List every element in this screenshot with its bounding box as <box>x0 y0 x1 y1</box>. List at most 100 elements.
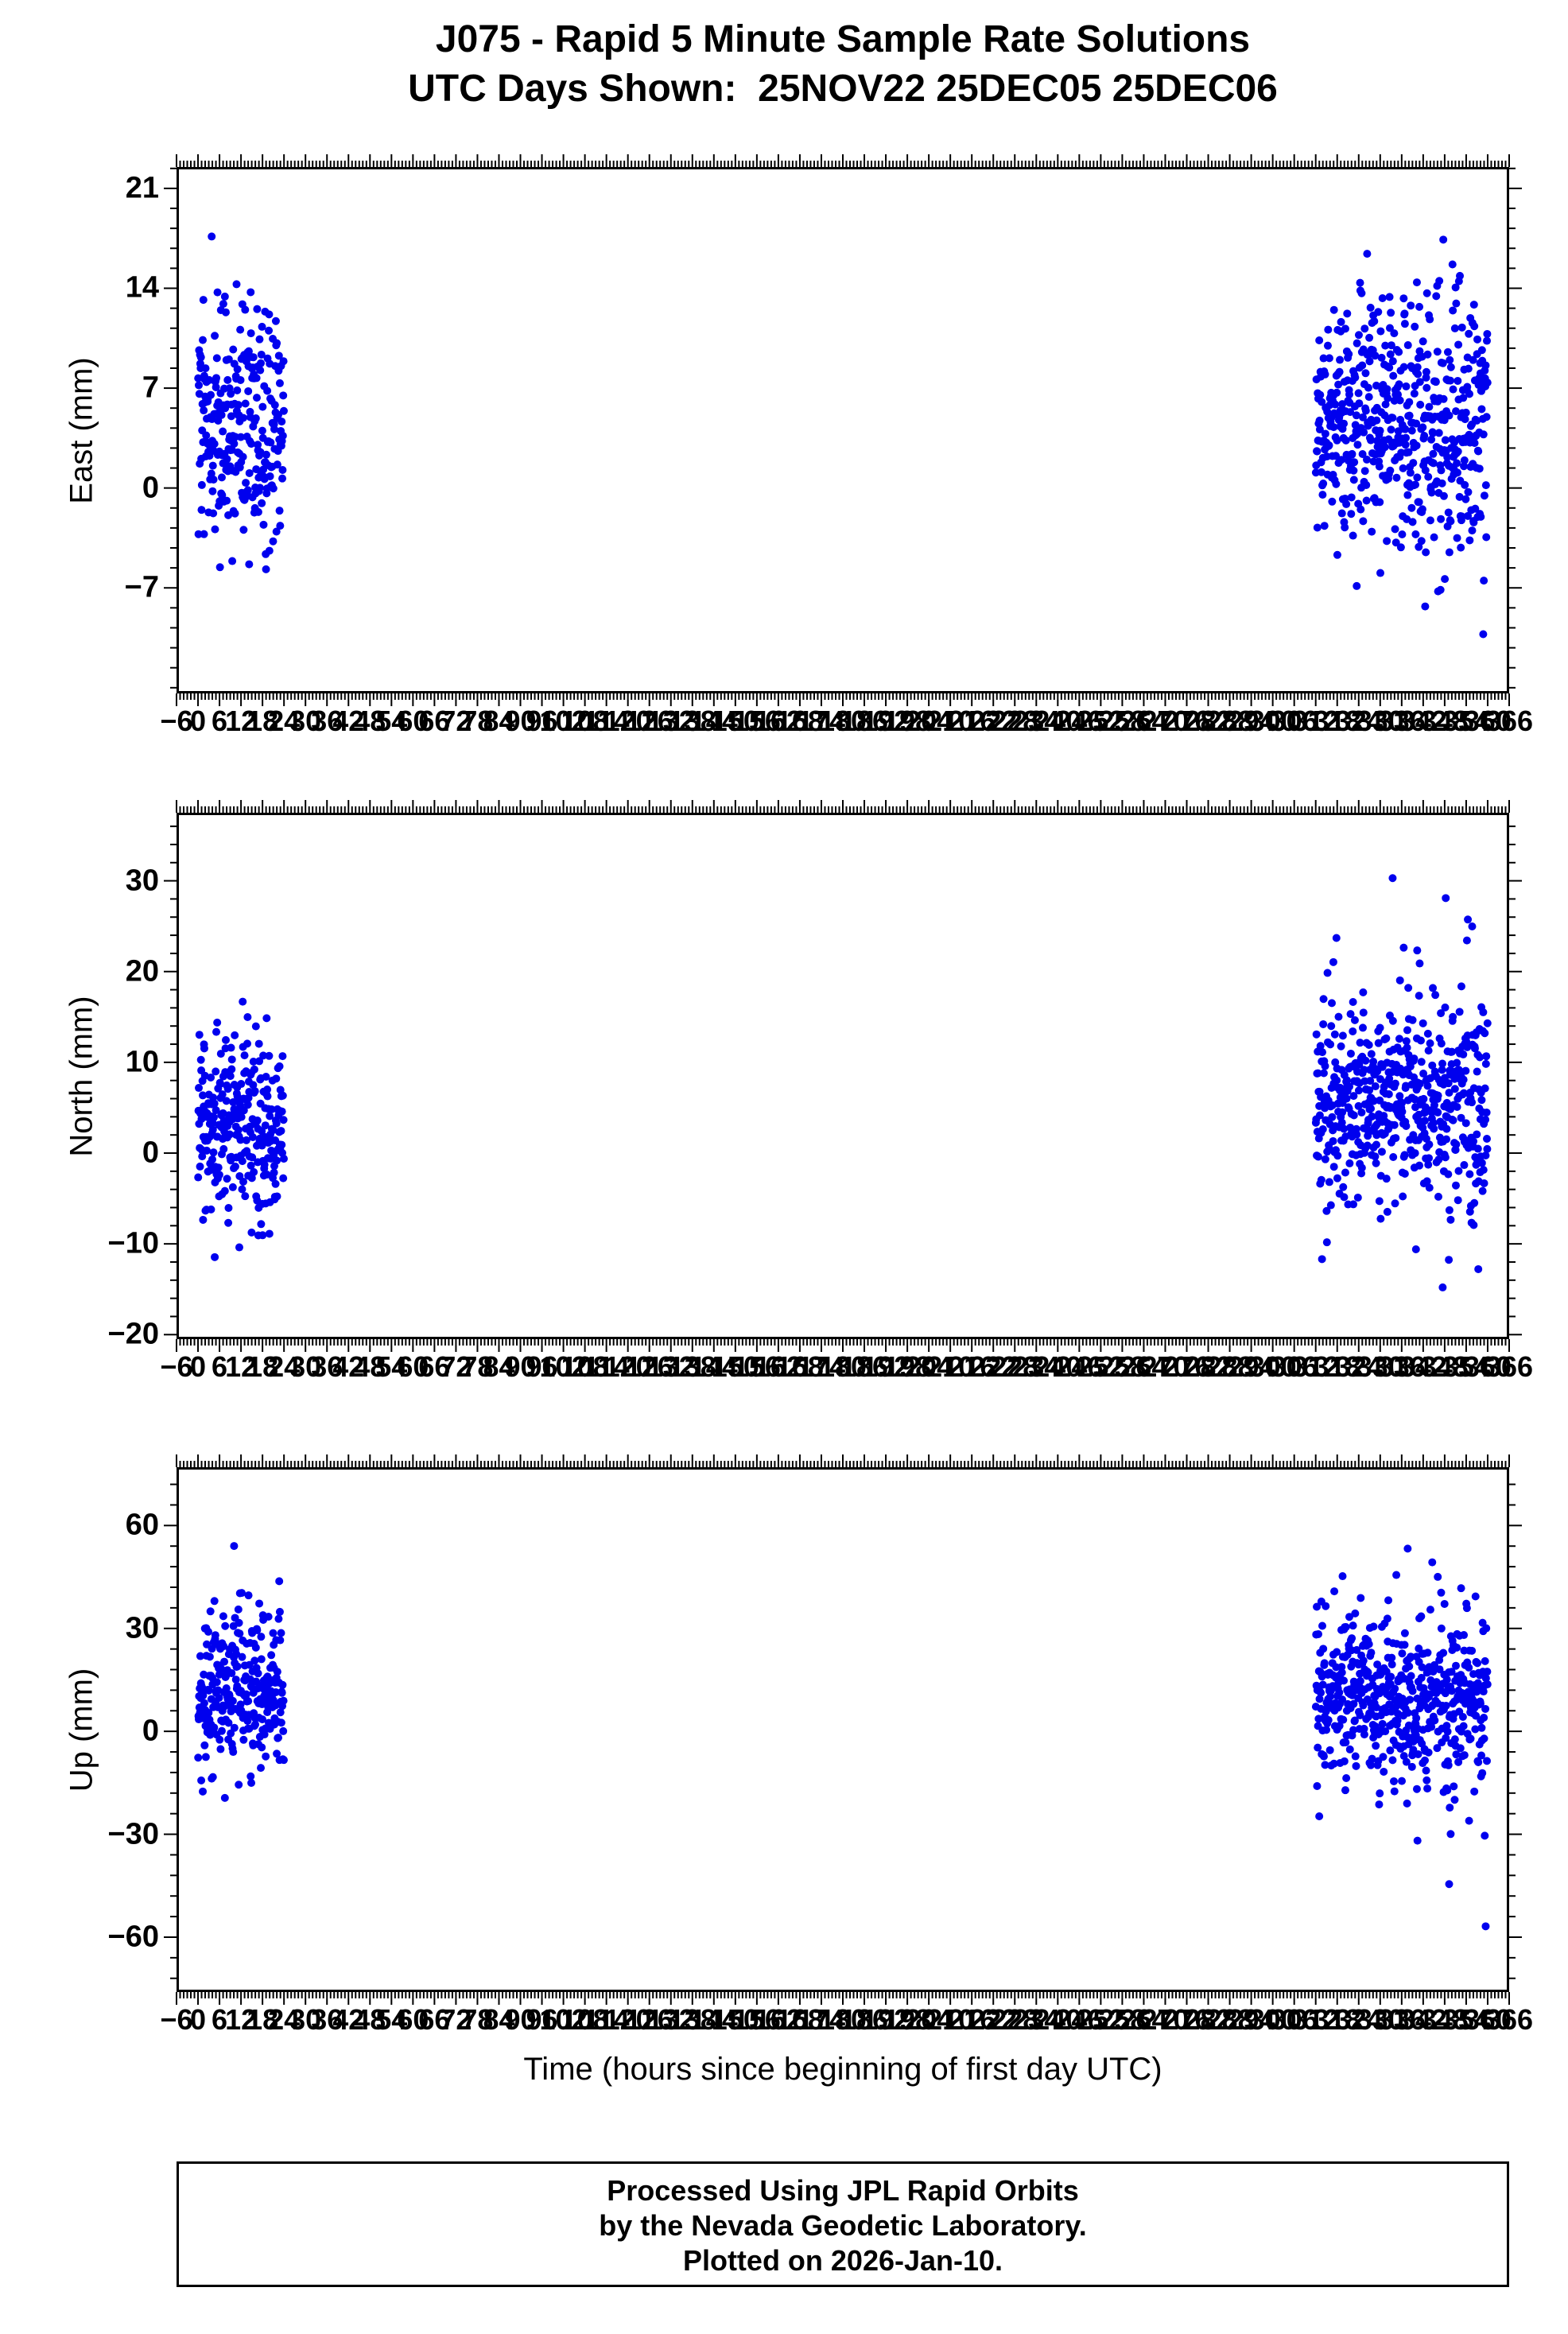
x-tick-label: 150 <box>711 705 759 737</box>
x-tick-label: 222 <box>969 2003 1018 2036</box>
x-tick-label: 156 <box>732 2003 781 2036</box>
x-tick-label: 150 <box>711 2003 759 2036</box>
x-tick-label: 228 <box>991 2003 1039 2036</box>
x-tick-label: 168 <box>775 2003 824 2036</box>
x-tick-label: 306 <box>1270 705 1318 737</box>
x-tick-label: 60 <box>397 2003 429 2036</box>
x-tick-label: 360 <box>1463 1350 1512 1383</box>
x-tick-label: 96 <box>526 2003 558 2036</box>
x-tick-label: 228 <box>991 1350 1039 1383</box>
x-tick-label: 72 <box>440 2003 472 2036</box>
x-tick-label: 84 <box>483 1350 515 1383</box>
x-tick-label: 66 <box>418 1350 451 1383</box>
x-tick-label: 72 <box>440 705 472 737</box>
y-tick-label: 30 <box>125 864 159 898</box>
x-tick-label: 114 <box>583 2003 630 2036</box>
y-tick-label: 10 <box>125 1045 159 1079</box>
x-tick-label: −6 <box>160 705 193 737</box>
x-tick-label: 282 <box>1184 2003 1232 2036</box>
y-tick-label: 0 <box>142 1714 159 1748</box>
x-tick-label: 54 <box>375 705 408 737</box>
x-tick-label: 168 <box>775 705 824 737</box>
x-tick-label: 174 <box>797 705 845 737</box>
x-tick-label: 186 <box>840 2003 889 2036</box>
x-tick-label: 288 <box>1205 705 1254 737</box>
x-tick-label: 36 <box>311 705 343 737</box>
x-tick-label: 192 <box>862 2003 910 2036</box>
y-tick-label: −20 <box>107 1317 159 1351</box>
x-tick-label: 138 <box>668 705 716 737</box>
y-tick-label: 60 <box>125 1508 159 1542</box>
x-tick-label: 312 <box>1291 1350 1340 1383</box>
x-tick-label: 276 <box>1162 1350 1211 1383</box>
x-tick-label: 30 <box>289 2003 322 2036</box>
scatter-plot-north <box>164 800 1522 1352</box>
x-tick-label: 144 <box>689 1350 738 1383</box>
x-tick-label: 282 <box>1184 1350 1232 1383</box>
x-tick-label: 162 <box>754 2003 802 2036</box>
x-tick-label: 72 <box>440 1350 472 1383</box>
x-tick-label: 336 <box>1377 2003 1426 2036</box>
x-tick-label: 276 <box>1162 2003 1211 2036</box>
x-tick-label: 270 <box>1141 2003 1190 2036</box>
x-tick-label: 156 <box>732 1350 781 1383</box>
x-tick-label: 366 <box>1485 1350 1534 1383</box>
x-tick-label: 174 <box>797 1350 845 1383</box>
x-tick-label: 336 <box>1377 705 1426 737</box>
x-tick-label: 42 <box>332 705 365 737</box>
x-tick-label: 246 <box>1055 2003 1104 2036</box>
footer-line1: Processed Using JPL Rapid Orbits <box>607 2174 1079 2207</box>
x-tick-label: 12 <box>225 705 258 737</box>
x-tick-label: 186 <box>840 1350 889 1383</box>
x-tick-label: 132 <box>646 705 695 737</box>
x-tick-label: 366 <box>1485 2003 1534 2036</box>
x-tick-label: 198 <box>883 2003 932 2036</box>
x-tick-label: 360 <box>1463 2003 1512 2036</box>
subplot-north: North (mm) −6 0 6 12 18 24 30 36 42 48 54 60 66 72 78 8… <box>64 800 1533 1383</box>
x-tick-label: 192 <box>862 705 910 737</box>
x-tick-label: 270 <box>1141 1350 1190 1383</box>
x-tick-label: 156 <box>732 705 781 737</box>
x-tick-label: 48 <box>354 1350 386 1383</box>
x-tick-label: 336 <box>1377 1350 1426 1383</box>
y-tick-label: 30 <box>125 1611 159 1645</box>
x-tick-label: 90 <box>504 1350 537 1383</box>
x-tick-label: 90 <box>504 2003 537 2036</box>
x-tick-label: 246 <box>1055 1350 1104 1383</box>
footer-line2: by the Nevada Geodetic Laboratory. <box>599 2209 1087 2242</box>
chart-subtitle: UTC Days Shown: 25NOV22 25DEC05 25DEC06 <box>408 68 1278 110</box>
x-tick-label: 114 <box>583 1350 630 1383</box>
y-tick-label: 7 <box>142 371 159 405</box>
x-tick-label: 204 <box>905 2003 953 2036</box>
y-tick-label: 0 <box>142 471 159 505</box>
x-tick-label: 138 <box>668 2003 716 2036</box>
x-tick-label: 18 <box>246 1350 279 1383</box>
x-tick-label: 330 <box>1356 1350 1404 1383</box>
x-tick-label: 24 <box>268 2003 301 2036</box>
x-tick-label: 18 <box>246 705 279 737</box>
x-tick-label: 48 <box>354 2003 386 2036</box>
y-tick-label: −7 <box>124 570 159 604</box>
x-tick-label: 66 <box>418 2003 451 2036</box>
x-tick-label: 36 <box>311 2003 343 2036</box>
x-tick-label: 354 <box>1442 705 1490 737</box>
scatter-plot-up <box>164 1454 1522 2005</box>
y-tick-label: 21 <box>125 171 159 205</box>
x-tick-label: 198 <box>883 1350 932 1383</box>
x-tick-label: 126 <box>625 2003 673 2036</box>
x-tick-label: 246 <box>1055 705 1104 737</box>
x-tick-label: 132 <box>646 1350 695 1383</box>
x-tick-label: 132 <box>646 2003 695 2036</box>
x-tick-label: 204 <box>905 705 953 737</box>
x-tick-label: 264 <box>1120 1350 1168 1383</box>
x-tick-label: 78 <box>461 2003 494 2036</box>
x-tick-label: 186 <box>840 705 889 737</box>
subplot-up: Up (mm) −6 0 6 12 18 24 30 36 42 48 54 60 66 72 78 84 90… <box>64 1454 1533 2036</box>
x-tick-label: 84 <box>483 2003 515 2036</box>
y-tick-label: 0 <box>142 1136 159 1170</box>
x-tick-label: 294 <box>1227 1350 1275 1383</box>
x-tick-label: 102 <box>539 2003 588 2036</box>
y-tick-label: 20 <box>125 954 159 988</box>
x-tick-label: 138 <box>668 1350 716 1383</box>
x-tick-label: 258 <box>1098 705 1147 737</box>
